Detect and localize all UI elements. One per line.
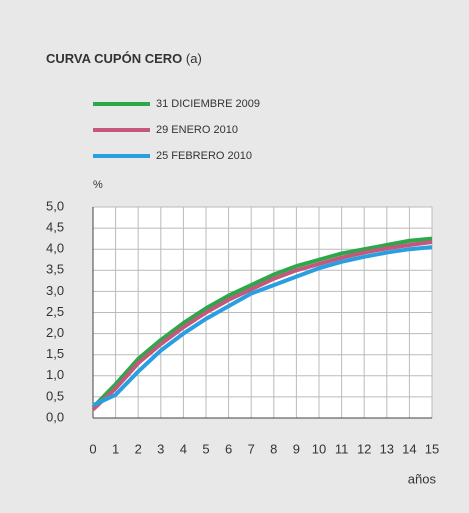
- y-tick-label: 4,0: [46, 241, 64, 256]
- legend-label: 25 FEBRERO 2010: [156, 150, 252, 162]
- x-tick-label: 2: [135, 441, 142, 456]
- x-tick-label: 8: [270, 441, 277, 456]
- y-tick-label: 3,0: [46, 283, 64, 298]
- y-tick-label: 3,5: [46, 262, 64, 277]
- x-tick-label: 12: [357, 441, 371, 456]
- y-tick-label: 1,5: [46, 346, 64, 361]
- x-tick-label: 13: [380, 441, 394, 456]
- x-tick-label: 15: [425, 441, 439, 456]
- series-line: [91, 236, 433, 409]
- x-axis-label: años: [408, 471, 437, 486]
- y-tick-label: 0,0: [46, 409, 64, 424]
- x-tick-label: 5: [202, 441, 209, 456]
- y-tick-label: 4,5: [46, 220, 64, 235]
- chart-title: CURVA CUPÓN CERO (a): [46, 51, 202, 66]
- legend-label: 29 ENERO 2010: [156, 124, 238, 136]
- x-tick-label: 14: [402, 441, 416, 456]
- series-line: [92, 245, 433, 408]
- y-tick-label: 5,0: [46, 198, 64, 213]
- y-tick-label: 2,0: [46, 325, 64, 340]
- x-tick-label: 1: [112, 441, 119, 456]
- legend-label: 31 DICIEMBRE 2009: [156, 98, 260, 110]
- x-tick-label: 10: [312, 441, 326, 456]
- x-tick-label: 6: [225, 441, 232, 456]
- series-line: [91, 240, 433, 412]
- y-tick-label: 2,5: [46, 304, 64, 319]
- x-tick-label: 11: [335, 441, 349, 456]
- x-tick-label: 3: [157, 441, 164, 456]
- x-tick-label: 9: [293, 441, 300, 456]
- y-tick-label: 1,0: [46, 367, 64, 382]
- y-tick-label: 0,5: [46, 388, 64, 403]
- y-axis-label: %: [93, 179, 103, 191]
- x-tick-label: 4: [180, 441, 187, 456]
- x-tick-label: 0: [89, 441, 96, 456]
- x-tick-label: 7: [248, 441, 255, 456]
